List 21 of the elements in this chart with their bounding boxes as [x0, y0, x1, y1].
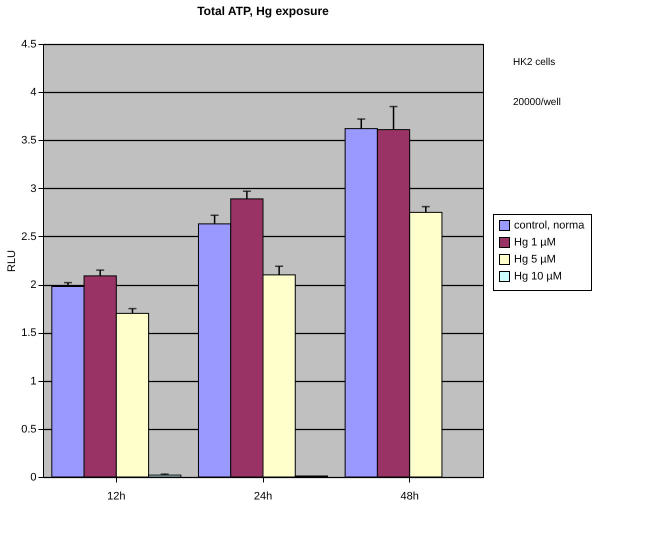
legend-label: Hg 5 µM — [514, 254, 556, 266]
y-tick-label: 1 — [30, 375, 36, 388]
y-axis-title: RLU — [6, 250, 18, 272]
x-tick-label: 24h — [254, 490, 272, 502]
x-tick-label: 48h — [400, 490, 419, 502]
legend-label: Hg 10 µM — [514, 270, 562, 282]
legend-label: control, norma — [514, 220, 586, 232]
y-tick-label: 4 — [30, 86, 36, 99]
y-tick-label: 1.5 — [21, 327, 36, 340]
text: HK2 cells — [513, 57, 556, 68]
y-tick-label: 2.5 — [21, 230, 36, 243]
y-tick-label: 3.5 — [21, 134, 36, 147]
chart-title: Total ATP, Hg exposure — [197, 4, 330, 18]
x-tick-label: 12h — [107, 490, 126, 502]
y-tick-label: 0 — [30, 472, 36, 484]
y-tick-label: 4.5 — [21, 38, 36, 50]
text: 20000/well — [513, 97, 561, 108]
y-tick-label: 2 — [30, 279, 36, 292]
y-tick-label: 3 — [30, 182, 36, 195]
legend-label: Hg 1 µM — [514, 236, 556, 248]
y-tick-label: 0.5 — [21, 423, 36, 436]
